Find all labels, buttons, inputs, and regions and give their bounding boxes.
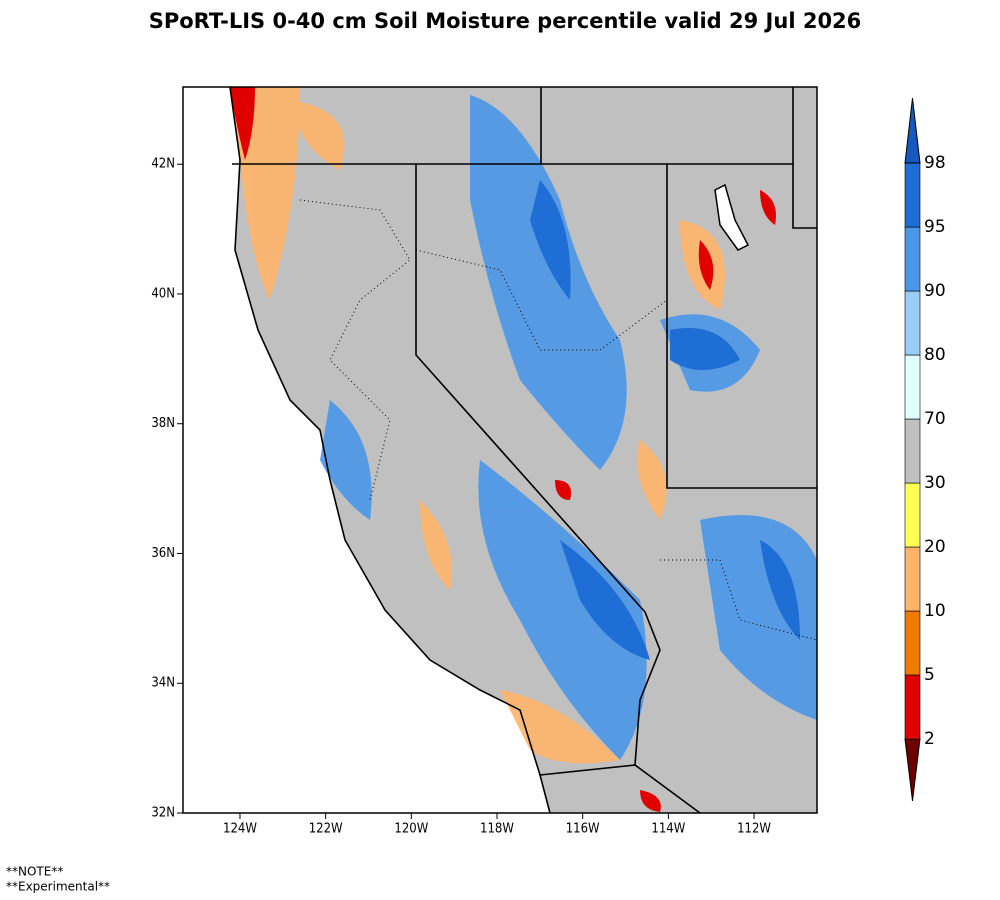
colorbar-swatch — [904, 162, 921, 228]
colorbar-swatch — [904, 418, 921, 484]
note: **Experimental** — [6, 880, 110, 894]
note: **NOTE** — [6, 865, 63, 879]
map-title: SPoRT-LIS 0-40 cm Soil Moisture percenti… — [149, 9, 862, 33]
colorbar-label: 5 — [924, 665, 935, 685]
colorbar: 2 5 10 20 30 70 80 90 95 98 — [904, 97, 946, 802]
colorbar-label: 80 — [924, 345, 946, 365]
y-tick-label: 34N — [151, 676, 175, 691]
y-tick-label: 38N — [151, 416, 175, 431]
colorbar-label: 70 — [924, 409, 946, 429]
colorbar-swatch — [904, 482, 921, 548]
x-tick-label: 124W — [223, 822, 257, 837]
y-tick-label: 40N — [151, 286, 175, 301]
state-border — [792, 164, 817, 229]
x-tick-label: 122W — [309, 822, 343, 837]
colorbar-swatch — [904, 226, 921, 292]
y-tick-label: 32N — [151, 806, 175, 821]
colorbar-label: 30 — [924, 473, 946, 493]
colorbar-swatch — [904, 610, 921, 676]
state-border — [634, 764, 701, 814]
colorbar-label: 98 — [924, 153, 946, 173]
colorbar-label: 90 — [924, 281, 946, 301]
colorbar-label: 95 — [924, 217, 946, 237]
colorbar-swatch — [904, 738, 921, 802]
map — [182, 86, 818, 814]
county-line — [299, 199, 411, 501]
colorbar-label: 2 — [924, 729, 935, 749]
y-tick-label: 42N — [151, 157, 175, 172]
colorbar-label: 20 — [924, 537, 946, 557]
x-tick-label: 114W — [651, 822, 685, 837]
x-tick-label: 116W — [566, 822, 600, 837]
state-border — [666, 164, 817, 489]
moisture-very-dry — [230, 87, 776, 812]
land — [230, 87, 817, 813]
x-tick-label: 120W — [394, 822, 428, 837]
colorbar-swatch — [904, 97, 921, 164]
colorbar-swatch — [904, 354, 921, 420]
great-salt-lake — [714, 183, 750, 251]
x-tick-label: 118W — [480, 822, 514, 837]
coastline — [229, 86, 551, 814]
y-tick-label: 36N — [151, 546, 175, 561]
moisture-very-wet — [530, 180, 800, 660]
colorbar-swatch — [904, 674, 921, 740]
x-tick-label: 112W — [737, 822, 771, 837]
axes: 124W 122W 120W 118W 116W 114W 112W 32N 34N 36N 38N… — [151, 157, 771, 837]
map-frame — [182, 86, 818, 814]
colorbar-swatch — [904, 546, 921, 612]
colorbar-label: 10 — [924, 601, 946, 621]
colorbar-swatch — [904, 290, 921, 356]
